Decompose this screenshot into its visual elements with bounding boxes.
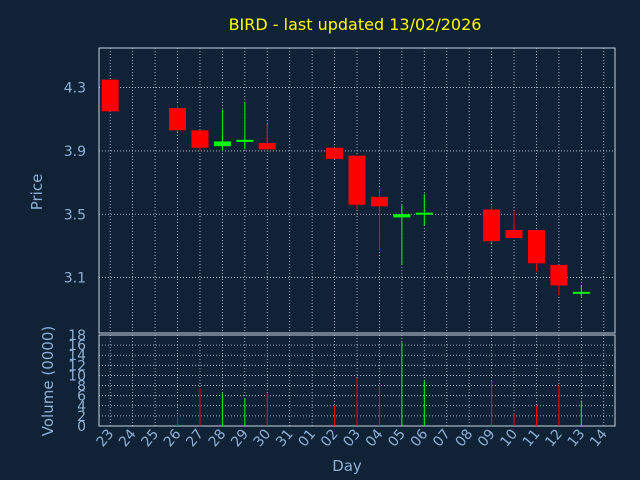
candle-body bbox=[258, 143, 276, 150]
candle-body bbox=[572, 291, 590, 294]
x-tick-label: 03 bbox=[340, 426, 364, 450]
volume-tick-label: 16 bbox=[68, 338, 86, 354]
x-tick-label: 04 bbox=[363, 426, 387, 450]
x-tick-label: 26 bbox=[161, 426, 185, 450]
candle-body bbox=[483, 209, 501, 242]
x-axis-label: Day bbox=[332, 457, 362, 475]
x-tick-label: 10 bbox=[497, 426, 521, 450]
x-tick-label: 30 bbox=[251, 426, 275, 450]
x-tick-label: 29 bbox=[228, 426, 252, 450]
x-tick-label: 31 bbox=[273, 426, 297, 450]
volume-tick-label: 12 bbox=[68, 358, 86, 374]
candle-body bbox=[505, 230, 523, 238]
volume-tick-label: 10 bbox=[68, 368, 86, 384]
x-tick-label: 07 bbox=[430, 426, 454, 450]
price-axis-label: Price bbox=[28, 174, 46, 211]
volume-axis-label: Volume (0000) bbox=[39, 326, 57, 436]
candle-body bbox=[169, 108, 187, 131]
candle-body bbox=[326, 147, 344, 159]
candle-body bbox=[236, 139, 254, 142]
x-tick-label: 09 bbox=[475, 426, 499, 450]
candle-body bbox=[550, 264, 568, 286]
volume-tick-label: 8 bbox=[77, 379, 86, 395]
x-tick-label: 27 bbox=[183, 426, 207, 450]
candle-body bbox=[213, 141, 231, 147]
candle-body bbox=[348, 155, 366, 205]
volume-tick-label: 6 bbox=[77, 389, 86, 405]
x-tick-label: 12 bbox=[542, 426, 566, 450]
x-tick-label: 05 bbox=[385, 426, 409, 450]
candle-body bbox=[393, 214, 411, 218]
x-tick-label: 08 bbox=[453, 426, 477, 450]
x-tick-label: 28 bbox=[206, 426, 230, 450]
candle-body bbox=[370, 196, 388, 207]
chart-title: BIRD - last updated 13/02/2026 bbox=[229, 15, 482, 34]
x-tick-label: 13 bbox=[565, 426, 589, 450]
candle-body bbox=[101, 79, 119, 112]
x-tick-label: 01 bbox=[295, 426, 319, 450]
candle-body bbox=[527, 230, 545, 264]
x-tick-label: 02 bbox=[318, 426, 342, 450]
x-tick-label: 14 bbox=[587, 426, 611, 450]
x-tick-label: 23 bbox=[94, 426, 118, 450]
x-tick-label: 24 bbox=[116, 426, 140, 450]
volume-tick-label: 0 bbox=[77, 419, 86, 435]
volume-tick-label: 4 bbox=[77, 399, 86, 415]
price-tick-label: 3.5 bbox=[64, 207, 86, 223]
price-tick-label: 4.3 bbox=[64, 81, 86, 97]
volume-tick-label: 18 bbox=[68, 328, 86, 344]
candle-body bbox=[191, 130, 209, 148]
price-tick-label: 3.1 bbox=[64, 271, 86, 287]
x-tick-label: 25 bbox=[138, 426, 162, 450]
volume-tick-label: 2 bbox=[77, 409, 86, 425]
candle-body bbox=[415, 212, 433, 215]
volume-tick-label: 14 bbox=[68, 348, 86, 364]
x-tick-label: 06 bbox=[408, 426, 432, 450]
x-tick-label: 11 bbox=[520, 426, 544, 450]
price-tick-label: 3.9 bbox=[64, 144, 86, 160]
